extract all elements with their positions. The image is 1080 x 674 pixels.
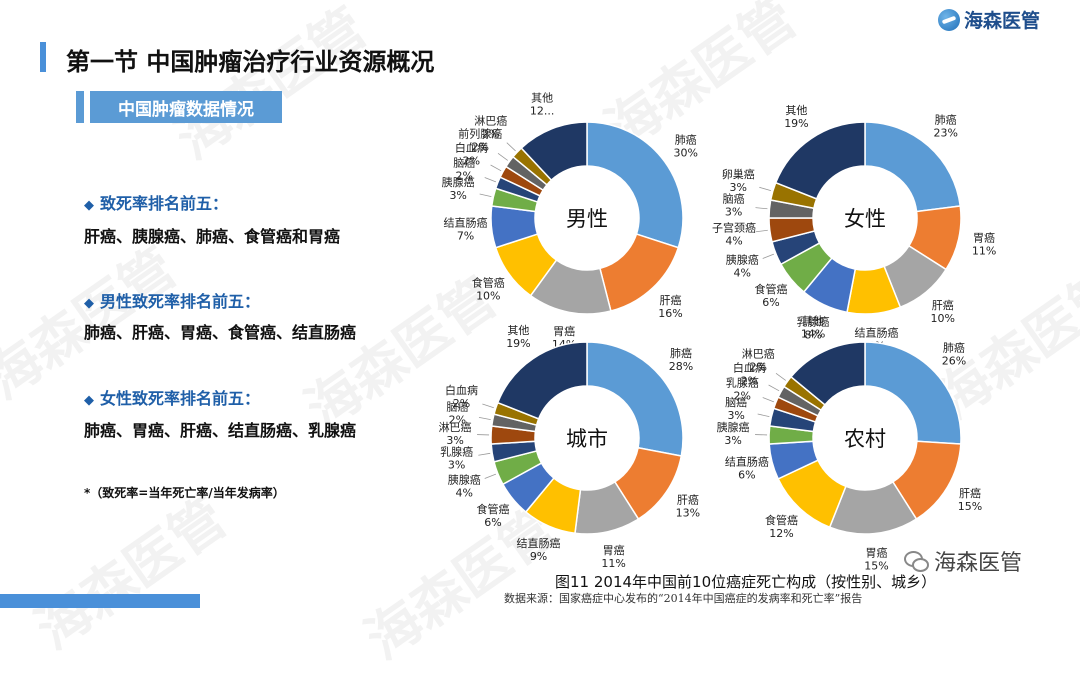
- leader-line: [776, 373, 786, 380]
- leader-line: [485, 178, 496, 182]
- donut-center-title: 男性: [566, 207, 608, 231]
- leader-line: [507, 143, 516, 151]
- wechat-icon: [904, 551, 928, 571]
- wechat-badge: 海森医管: [904, 545, 1022, 577]
- donut-slice: [776, 122, 865, 199]
- donut-center-title: 城市: [566, 427, 608, 451]
- leader-line: [763, 254, 774, 258]
- leader-line: [758, 414, 770, 417]
- figure-caption: 图11 2014年中国前10位癌症死亡构成（按性别、城乡）: [555, 571, 936, 592]
- leader-line: [482, 404, 493, 408]
- donut-chart-0: 肺癌30%肝癌16%胃癌14%食管癌10%结直肠癌7%胰腺癌3%脑癌2%白血病2…: [442, 92, 698, 351]
- leader-line: [769, 385, 780, 391]
- donut-slice: [498, 342, 587, 419]
- leader-line: [498, 153, 508, 160]
- donut-center-title: 农村: [844, 427, 886, 451]
- leader-line: [485, 474, 496, 478]
- leader-line: [479, 417, 491, 419]
- leader-line: [478, 453, 490, 455]
- wechat-label: 海森医管: [934, 545, 1022, 577]
- leader-line: [480, 194, 492, 197]
- bottom-accent-bar: [0, 594, 200, 608]
- data-source: 数据来源：国家癌症中心发布的“2014年中国癌症的发病率和死亡率”报告: [504, 590, 862, 606]
- leader-line: [491, 165, 502, 171]
- leader-line: [759, 187, 771, 190]
- leader-line: [756, 230, 768, 232]
- leader-line: [763, 398, 774, 402]
- leader-line: [755, 208, 767, 209]
- donut-chart-1: 肺癌23%胃癌11%肝癌10%结直肠癌9%乳腺癌8%食管癌6%胰腺癌4%子宫颈癌…: [712, 104, 996, 352]
- donut-center-title: 女性: [844, 207, 886, 231]
- donut-charts: 肺癌30%肝癌16%胃癌14%食管癌10%结直肠癌7%胰腺癌3%脑癌2%白血病2…: [0, 0, 1080, 608]
